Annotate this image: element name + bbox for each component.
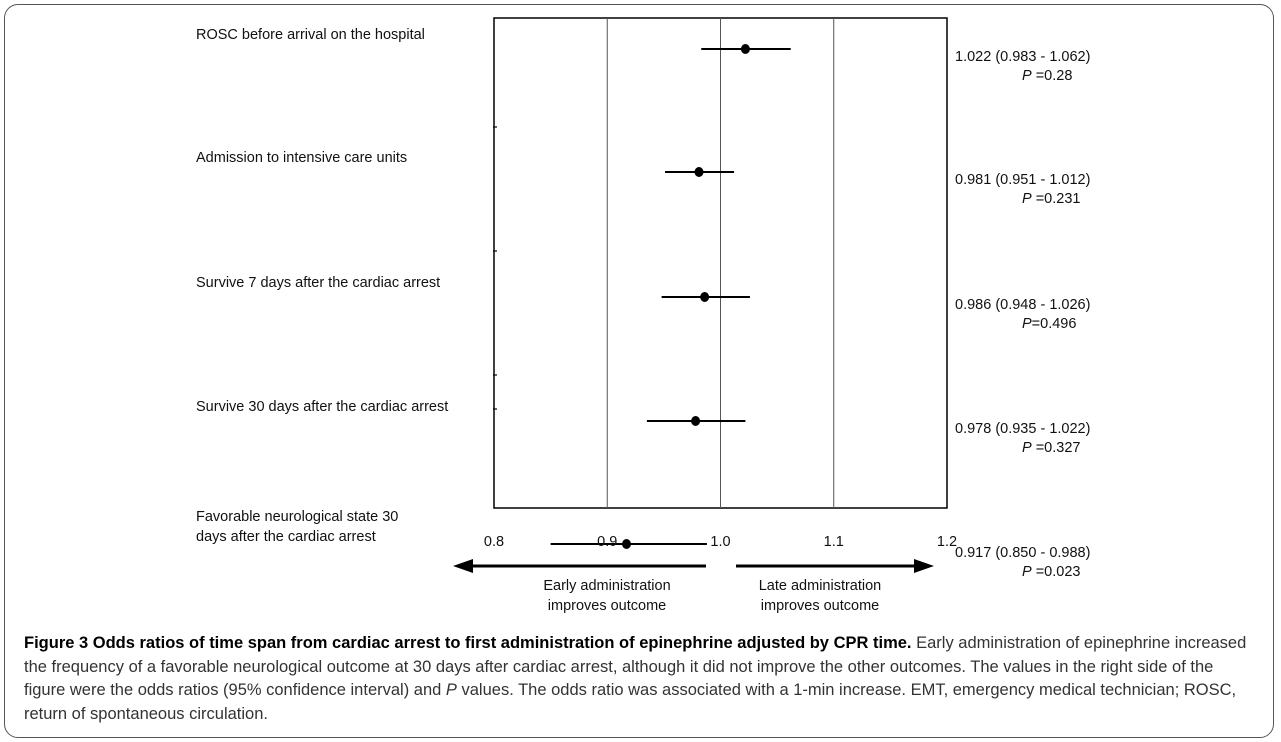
p-value-0: P =0.28	[1022, 68, 1072, 84]
x-tick-label-1: 0.9	[597, 534, 617, 550]
or-value-4: 0.917 (0.850 - 0.988)	[955, 545, 1090, 561]
row-label-1: Admission to intensive care units	[196, 150, 407, 166]
figure-frame	[4, 4, 1274, 738]
arrow-right-label-0: Late administration	[759, 578, 882, 594]
figure-caption: Figure 3 Odds ratios of time span from c…	[24, 632, 1254, 726]
estimate-point-2	[700, 292, 710, 302]
arrow-right-label-1: improves outcome	[761, 598, 879, 614]
row-label-4-line-1: days after the cardiac arrest	[196, 529, 376, 545]
caption-body-1: Early administration of epinephrine incr…	[24, 634, 1247, 699]
estimate-point-0	[740, 44, 750, 54]
arrow-left-head	[453, 559, 473, 573]
or-value-3: 0.978 (0.935 - 1.022)	[955, 421, 1090, 437]
estimate-point-3	[691, 416, 701, 426]
p-value-2: P=0.496	[1022, 316, 1076, 332]
caption-body-2: values. The odds ratio was associated wi…	[24, 681, 1237, 723]
x-tick-label-0: 0.8	[484, 534, 504, 550]
estimate-point-4	[622, 539, 632, 549]
caption-p-italic: P	[445, 681, 457, 699]
arrow-right-head	[914, 559, 934, 573]
x-tick-label-2: 1.0	[710, 534, 730, 550]
or-value-1: 0.981 (0.951 - 1.012)	[955, 172, 1090, 188]
row-label-2: Survive 7 days after the cardiac arrest	[196, 275, 440, 291]
row-label-4-line-0: Favorable neurological state 30	[196, 509, 398, 525]
arrow-left-label-0: Early administration	[543, 578, 670, 594]
row-label-0: ROSC before arrival on the hospital	[196, 27, 425, 43]
p-value-4: P =0.023	[1022, 564, 1080, 580]
arrow-left-label-1: improves outcome	[548, 598, 666, 614]
p-value-1: P =0.231	[1022, 191, 1080, 207]
or-value-2: 0.986 (0.948 - 1.026)	[955, 297, 1090, 313]
row-label-3: Survive 30 days after the cardiac arrest	[196, 399, 448, 415]
estimate-point-1	[694, 167, 704, 177]
caption-title: Figure 3 Odds ratios of time span from c…	[24, 634, 912, 652]
or-value-0: 1.022 (0.983 - 1.062)	[955, 49, 1090, 65]
forest-plot: ROSC before arrival on the hospital Admis…	[196, 17, 1090, 614]
p-value-3: P =0.327	[1022, 440, 1080, 456]
x-tick-label-3: 1.1	[824, 534, 844, 550]
x-tick-label-4: 1.2	[937, 534, 957, 550]
